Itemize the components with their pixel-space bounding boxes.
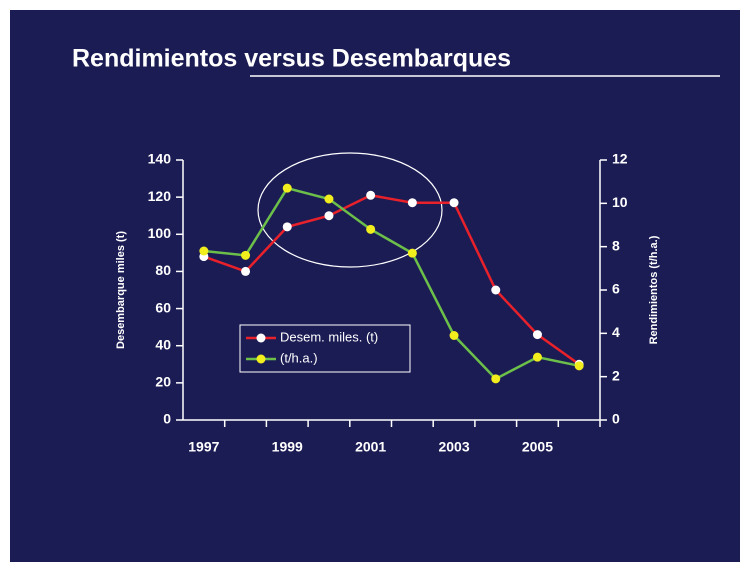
y-tick-label: 20 — [155, 374, 171, 390]
marker — [491, 285, 501, 295]
marker — [532, 352, 542, 362]
marker — [241, 250, 251, 260]
marker — [324, 211, 334, 221]
marker — [407, 248, 417, 258]
marker — [324, 194, 334, 204]
x-tick-label: 1997 — [188, 439, 219, 455]
y2-axis-label: Rendimientos (t/h.a.) — [648, 235, 660, 344]
y-tick-label: 60 — [155, 299, 171, 315]
series-line — [203, 186, 580, 381]
y2-tick-label: 2 — [612, 367, 620, 383]
y2-tick-label: 10 — [612, 194, 628, 210]
y-tick-label: 40 — [155, 336, 171, 352]
y-tick-label: 0 — [163, 411, 171, 427]
slide-title: Rendimientos versus Desembarques — [72, 45, 511, 73]
y-tick-label: 140 — [148, 151, 172, 167]
legend-marker — [256, 354, 266, 364]
legend-label: (t/h.a.) — [280, 350, 318, 365]
legend-marker — [256, 333, 266, 343]
y2-tick-label: 0 — [612, 411, 620, 427]
marker — [407, 198, 417, 208]
y-tick-label: 120 — [148, 188, 172, 204]
marker — [491, 374, 501, 384]
marker — [366, 190, 376, 200]
slide-background — [10, 10, 740, 562]
marker — [241, 266, 251, 276]
series-line — [203, 193, 580, 366]
y-tick-label: 80 — [155, 262, 171, 278]
legend-box — [239, 324, 411, 373]
x-tick-label: 2005 — [522, 439, 553, 455]
y2-tick-label: 8 — [612, 237, 620, 253]
marker — [532, 330, 542, 340]
x-tick-label: 2003 — [438, 439, 469, 455]
marker — [199, 246, 209, 256]
marker — [366, 224, 376, 234]
marker — [282, 183, 292, 193]
highlight-ellipse — [257, 152, 443, 268]
x-tick-label: 2001 — [355, 439, 386, 455]
marker — [282, 222, 292, 232]
y2-tick-label: 12 — [612, 151, 628, 167]
y2-tick-label: 4 — [612, 324, 620, 340]
y2-tick-label: 6 — [612, 281, 620, 297]
y-axis-label: Desembarque miles (t) — [115, 231, 127, 349]
marker — [449, 198, 459, 208]
marker — [449, 331, 459, 340]
y-tick-label: 100 — [148, 225, 172, 241]
x-tick-label: 1999 — [272, 439, 303, 455]
marker — [574, 361, 584, 371]
legend-label: Desem. miles. (t) — [280, 329, 378, 344]
